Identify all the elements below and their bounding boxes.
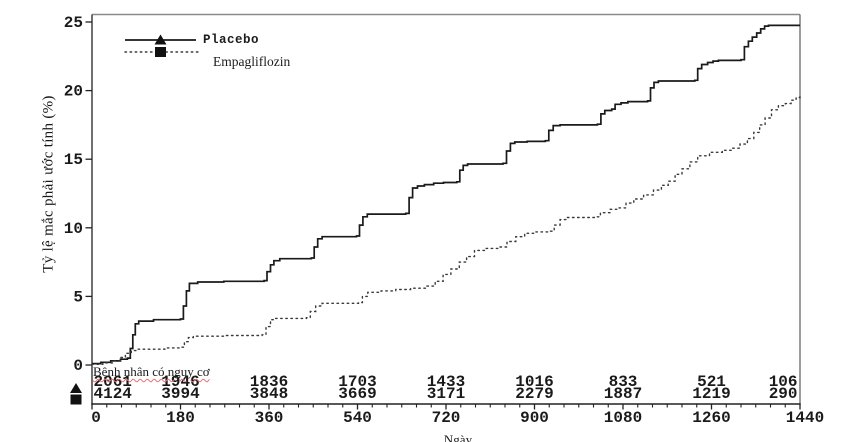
at-risk-count: 1836 [250, 373, 288, 391]
at-risk-count: 2279 [515, 385, 553, 403]
at-risk-table-label: Bệnh nhân có nguy cơ [93, 364, 210, 379]
x-axis-title: Ngày [443, 432, 473, 442]
at-risk-count: 1887 [604, 385, 642, 403]
y-tick-label: 5 [73, 288, 83, 306]
at-risk-count: 521 [697, 373, 726, 391]
x-tick-label: 1080 [604, 409, 642, 427]
x-tick-label: 360 [255, 409, 284, 427]
at-risk-count: 4124 [94, 385, 133, 403]
at-risk-count: 1219 [692, 385, 730, 403]
y-axis-title: Tỷ lệ mắc phải ước tính (%) [40, 95, 57, 273]
x-tick-label: 0 [91, 409, 101, 427]
y-tick-label: 0 [73, 357, 83, 375]
y-tick-label: 10 [64, 220, 83, 238]
at-risk-count: 106 [769, 373, 798, 391]
risk-row-square-icon [70, 394, 82, 405]
placebo-curve [92, 24, 800, 365]
at-risk-count: 2061 [94, 373, 132, 391]
y-tick-label: 20 [64, 83, 83, 101]
y-tick-label: 25 [64, 14, 83, 32]
x-tick-label: 900 [520, 409, 549, 427]
at-risk-count: 1946 [161, 373, 199, 391]
x-tick-label: 540 [343, 409, 372, 427]
at-risk-count: 3171 [427, 385, 465, 403]
y-tick-label: 15 [64, 151, 83, 169]
at-risk-count: 833 [609, 373, 638, 391]
legend-label-placebo: Placebo [203, 33, 260, 47]
at-risk-count: 3848 [250, 385, 288, 403]
at-risk-count: 1016 [515, 373, 553, 391]
x-tick-label: 720 [432, 409, 461, 427]
legend-label-empagliflozin: Empagliflozin [213, 54, 291, 69]
x-tick-label: 1440 [786, 409, 824, 427]
at-risk-count: 3994 [161, 385, 200, 403]
risk-row-triangle-icon [70, 383, 82, 393]
empagliflozin-curve [91, 96, 801, 365]
at-risk-count: 290 [769, 385, 798, 403]
at-risk-count: 1433 [427, 373, 465, 391]
legend-triangle-icon [154, 34, 167, 45]
x-tick-label: 180 [166, 409, 195, 427]
at-risk-count: 1703 [338, 373, 376, 391]
legend-square-icon [155, 47, 166, 57]
at-risk-count: 3669 [338, 385, 376, 403]
x-tick-label: 1260 [692, 409, 730, 427]
